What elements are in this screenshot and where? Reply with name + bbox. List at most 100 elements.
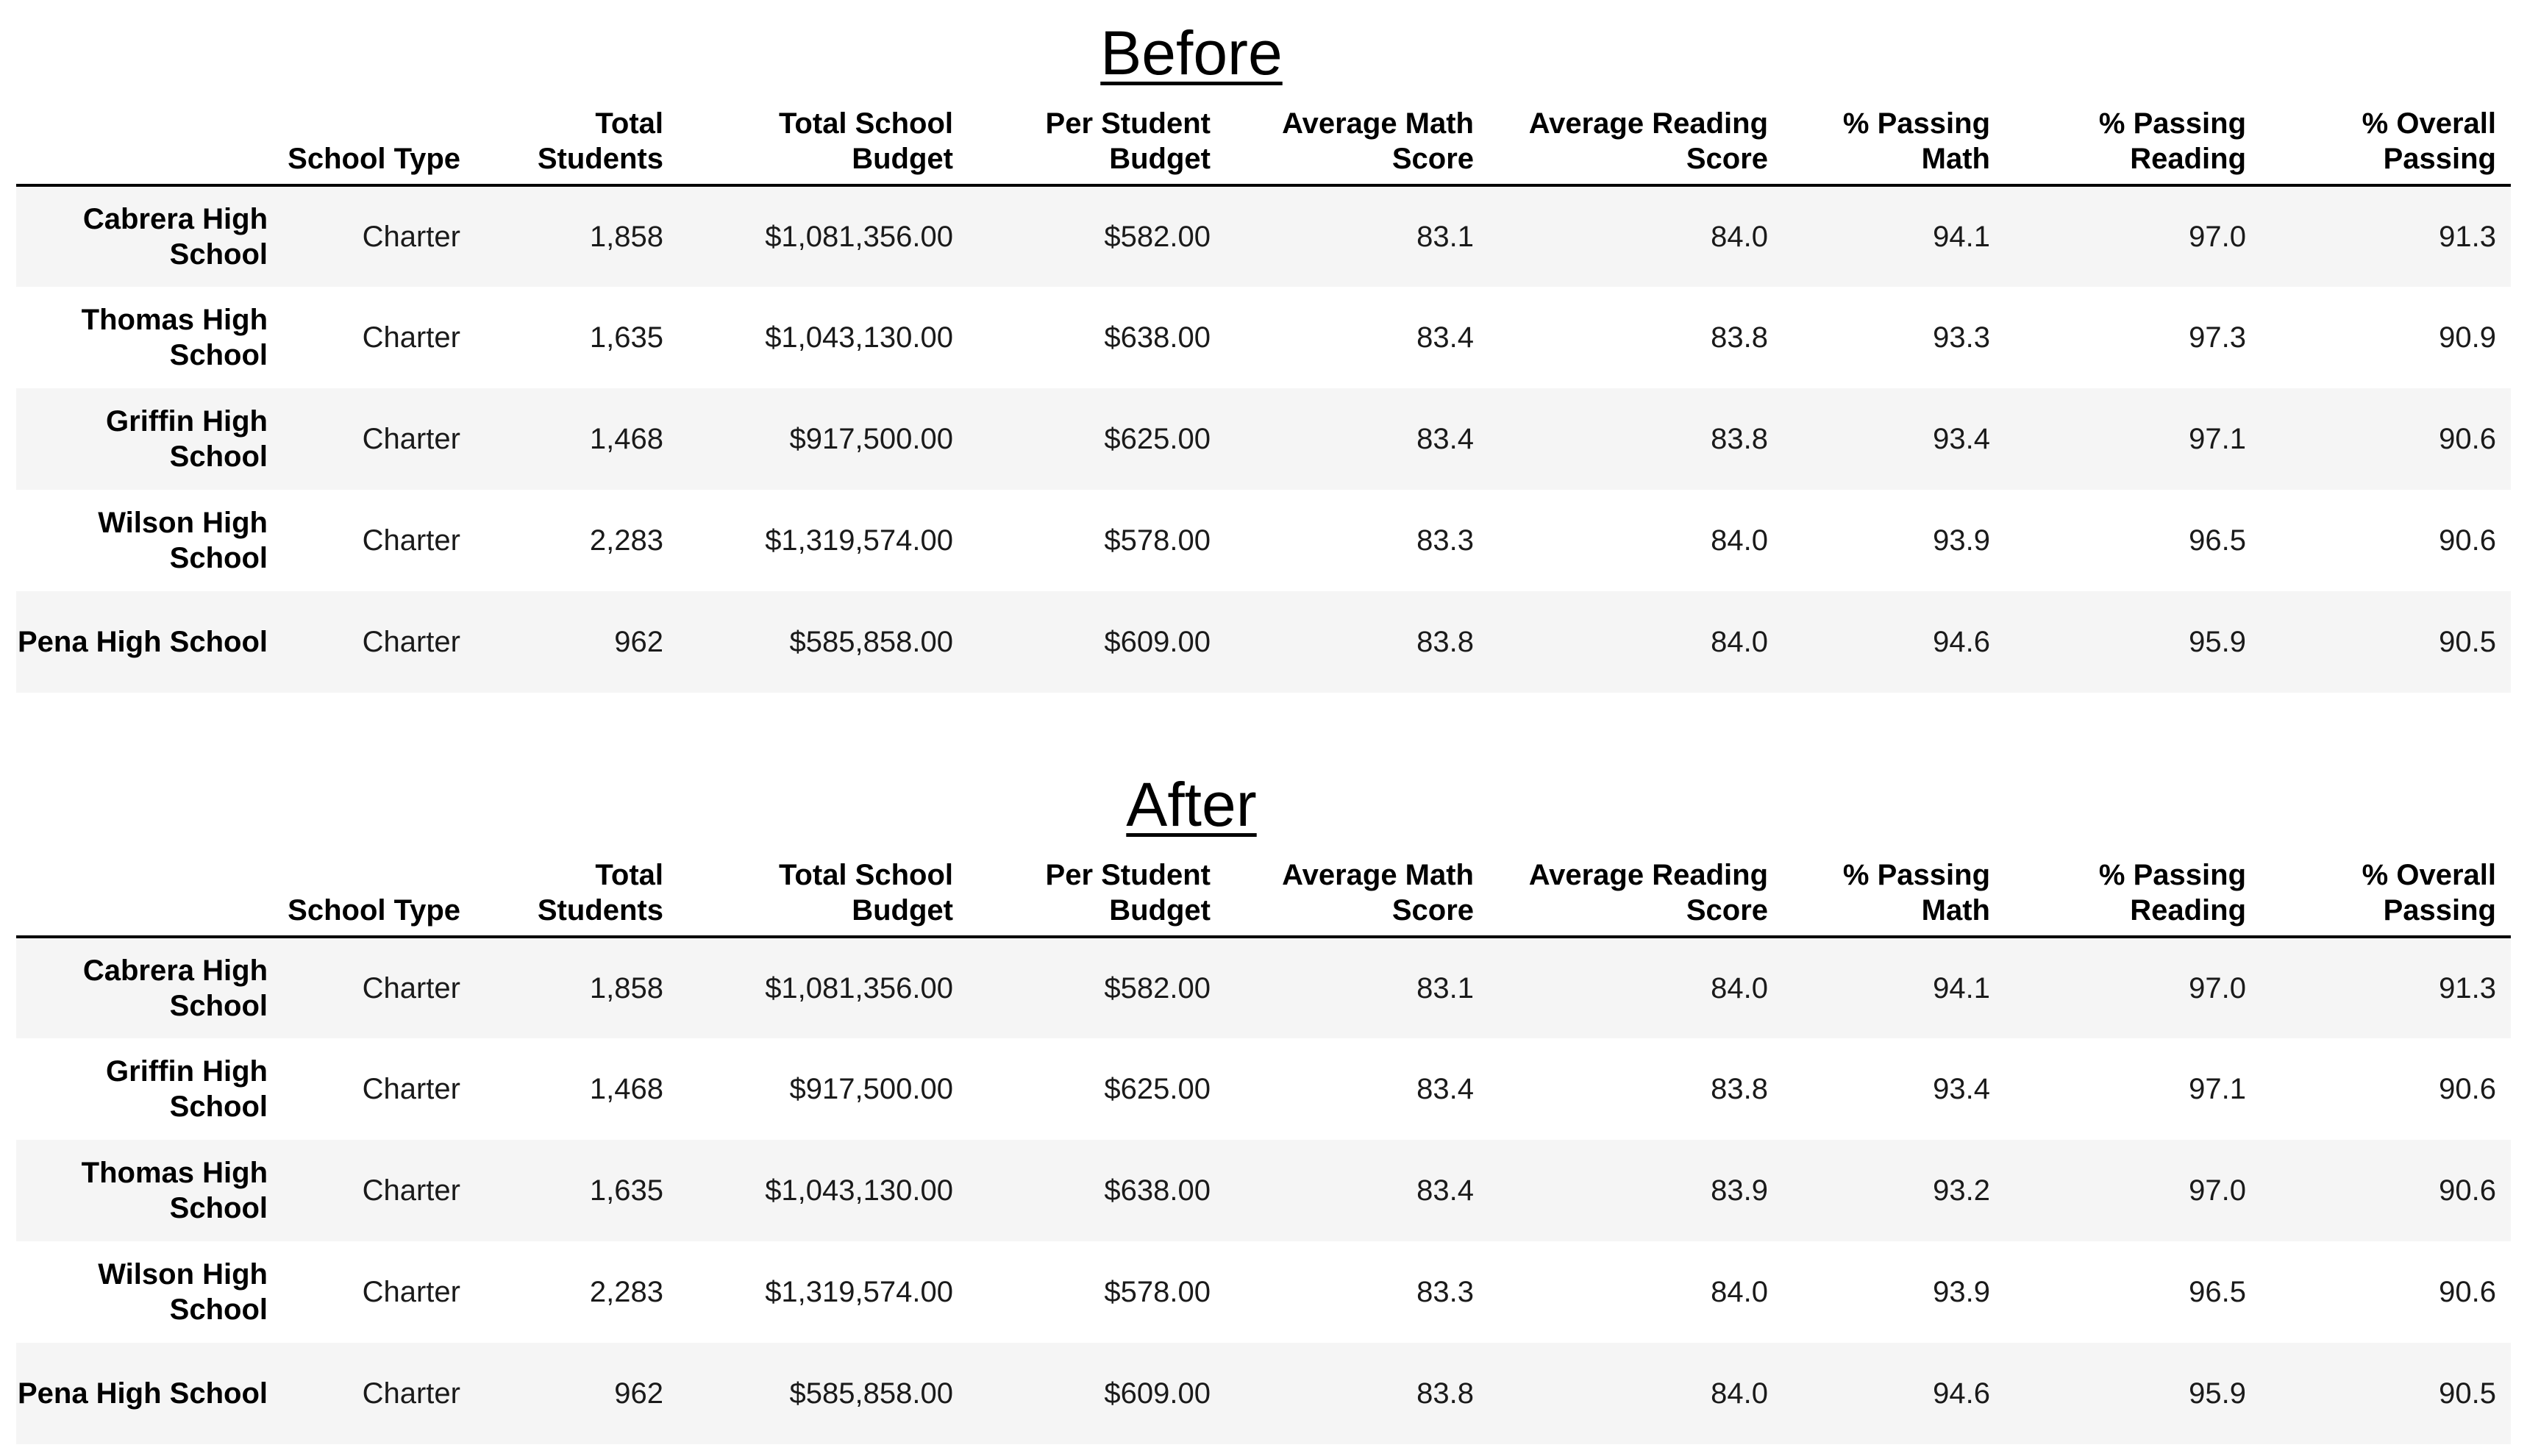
school-type-cell: Charter bbox=[362, 422, 460, 455]
per-student-budget-cell: $609.00 bbox=[1104, 625, 1211, 658]
table-row: Pena High School Charter 962 $585,858.00… bbox=[16, 1343, 2511, 1444]
pass-reading-cell: 96.5 bbox=[2189, 524, 2246, 557]
avg-math-cell: 83.3 bbox=[1416, 524, 1474, 557]
after-title: After bbox=[1126, 770, 1257, 839]
per-student-budget-cell: $638.00 bbox=[1104, 321, 1211, 354]
column-header: Average Math Score bbox=[1282, 859, 1474, 927]
column-header: % Passing Math bbox=[1842, 107, 1990, 175]
after-summary-table: School Type Total Students Total School … bbox=[16, 846, 2511, 1444]
index-header bbox=[16, 94, 282, 185]
column-header: School Type bbox=[288, 894, 460, 927]
pass-math-cell: 93.4 bbox=[1933, 422, 1990, 455]
column-header: Total Students bbox=[537, 107, 663, 175]
per-student-budget-cell: $582.00 bbox=[1104, 971, 1211, 1004]
column-header: Total Students bbox=[537, 859, 663, 927]
overall-passing-cell: 90.6 bbox=[2439, 1275, 2496, 1308]
column-header: Per Student Budget bbox=[1045, 859, 1211, 927]
total-budget-cell: $917,500.00 bbox=[789, 1072, 953, 1105]
overall-passing-cell: 91.3 bbox=[2439, 220, 2496, 253]
avg-reading-cell: 84.0 bbox=[1711, 1377, 1768, 1410]
school-type-cell: Charter bbox=[362, 1377, 460, 1410]
before-summary-table: School Type Total Students Total School … bbox=[16, 94, 2511, 693]
total-budget-cell: $1,043,130.00 bbox=[765, 1174, 953, 1207]
per-student-budget-cell: $625.00 bbox=[1104, 422, 1211, 455]
column-header: % Passing Reading bbox=[2098, 859, 2246, 927]
row-label: Thomas High School bbox=[81, 304, 268, 371]
avg-reading-cell: 83.9 bbox=[1711, 1174, 1768, 1207]
overall-passing-cell: 91.3 bbox=[2439, 971, 2496, 1004]
per-student-budget-cell: $638.00 bbox=[1104, 1174, 1211, 1207]
total-students-cell: 1,858 bbox=[589, 220, 663, 253]
column-header: Total School Budget bbox=[778, 859, 953, 927]
school-type-cell: Charter bbox=[362, 220, 460, 253]
total-students-cell: 1,635 bbox=[589, 1174, 663, 1207]
column-header: Average Math Score bbox=[1282, 107, 1474, 175]
school-type-cell: Charter bbox=[362, 1275, 460, 1308]
overall-passing-cell: 90.6 bbox=[2439, 1174, 2496, 1207]
row-label: Pena High School bbox=[17, 626, 268, 658]
column-header: % Overall Passing bbox=[2362, 107, 2496, 175]
pass-math-cell: 93.2 bbox=[1933, 1174, 1990, 1207]
overall-passing-cell: 90.6 bbox=[2439, 422, 2496, 455]
pass-reading-cell: 95.9 bbox=[2189, 625, 2246, 658]
avg-math-cell: 83.4 bbox=[1416, 422, 1474, 455]
overall-passing-cell: 90.9 bbox=[2439, 321, 2496, 354]
avg-reading-cell: 84.0 bbox=[1711, 625, 1768, 658]
table-row: Griffin High School Charter 1,468 $917,5… bbox=[16, 1038, 2511, 1140]
table-row: Wilson High School Charter 2,283 $1,319,… bbox=[16, 490, 2511, 591]
per-student-budget-cell: $582.00 bbox=[1104, 220, 1211, 253]
avg-reading-cell: 84.0 bbox=[1711, 971, 1768, 1004]
per-student-budget-cell: $625.00 bbox=[1104, 1072, 1211, 1105]
row-label: Griffin High School bbox=[106, 1055, 268, 1123]
avg-math-cell: 83.1 bbox=[1416, 971, 1474, 1004]
avg-math-cell: 83.3 bbox=[1416, 1275, 1474, 1308]
table-row: Pena High School Charter 962 $585,858.00… bbox=[16, 591, 2511, 693]
table-row: Griffin High School Charter 1,468 $917,5… bbox=[16, 388, 2511, 490]
avg-reading-cell: 83.8 bbox=[1711, 422, 1768, 455]
column-header: Total School Budget bbox=[778, 107, 953, 175]
table-row: Thomas High School Charter 1,635 $1,043,… bbox=[16, 1140, 2511, 1241]
row-label: Cabrera High School bbox=[82, 203, 268, 271]
pass-math-cell: 93.9 bbox=[1933, 524, 1990, 557]
table-header: School Type Total Students Total School … bbox=[16, 846, 2511, 937]
pass-math-cell: 93.9 bbox=[1933, 1275, 1990, 1308]
table-row: Cabrera High School Charter 1,858 $1,081… bbox=[16, 185, 2511, 287]
pass-reading-cell: 97.0 bbox=[2189, 971, 2246, 1004]
pass-math-cell: 94.6 bbox=[1933, 1377, 1990, 1410]
per-student-budget-cell: $578.00 bbox=[1104, 524, 1211, 557]
pass-reading-cell: 96.5 bbox=[2189, 1275, 2246, 1308]
table-header: School Type Total Students Total School … bbox=[16, 94, 2511, 185]
pass-reading-cell: 97.0 bbox=[2189, 220, 2246, 253]
pass-math-cell: 94.1 bbox=[1933, 971, 1990, 1004]
total-budget-cell: $1,319,574.00 bbox=[765, 524, 953, 557]
table-row: Wilson High School Charter 2,283 $1,319,… bbox=[16, 1241, 2511, 1343]
total-students-cell: 962 bbox=[614, 625, 663, 658]
pass-math-cell: 94.6 bbox=[1933, 625, 1990, 658]
column-header: % Passing Reading bbox=[2098, 107, 2246, 175]
row-label: Thomas High School bbox=[81, 1157, 268, 1224]
overall-passing-cell: 90.5 bbox=[2439, 625, 2496, 658]
school-type-cell: Charter bbox=[362, 524, 460, 557]
school-type-cell: Charter bbox=[362, 625, 460, 658]
total-budget-cell: $1,081,356.00 bbox=[765, 220, 953, 253]
total-students-cell: 1,468 bbox=[589, 1072, 663, 1105]
total-budget-cell: $585,858.00 bbox=[789, 1377, 953, 1410]
table-row: Thomas High School Charter 1,635 $1,043,… bbox=[16, 287, 2511, 388]
avg-reading-cell: 84.0 bbox=[1711, 524, 1768, 557]
column-header: School Type bbox=[288, 143, 460, 175]
overall-passing-cell: 90.6 bbox=[2439, 524, 2496, 557]
avg-reading-cell: 83.8 bbox=[1711, 321, 1768, 354]
total-students-cell: 1,635 bbox=[589, 321, 663, 354]
pass-math-cell: 93.3 bbox=[1933, 321, 1990, 354]
school-type-cell: Charter bbox=[362, 321, 460, 354]
before-title: Before bbox=[1100, 18, 1283, 88]
row-label: Wilson High School bbox=[98, 507, 268, 574]
column-header: Average Reading Score bbox=[1528, 859, 1768, 927]
total-students-cell: 1,858 bbox=[589, 971, 663, 1004]
per-student-budget-cell: $609.00 bbox=[1104, 1377, 1211, 1410]
avg-math-cell: 83.4 bbox=[1416, 1174, 1474, 1207]
column-header: Average Reading Score bbox=[1528, 107, 1768, 175]
avg-math-cell: 83.4 bbox=[1416, 321, 1474, 354]
pass-reading-cell: 97.1 bbox=[2189, 1072, 2246, 1105]
avg-reading-cell: 83.8 bbox=[1711, 1072, 1768, 1105]
